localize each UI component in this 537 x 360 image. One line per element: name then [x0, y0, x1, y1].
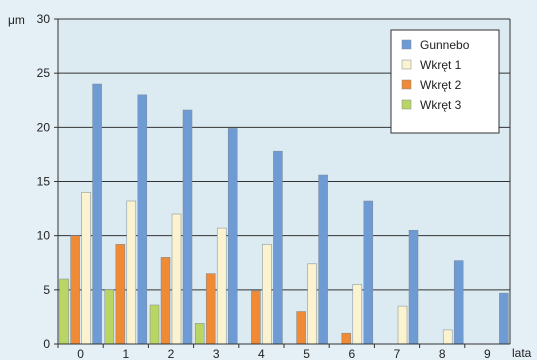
x-tick-labels: 0 1 2 3 4 5 6 7 8 9	[57, 344, 491, 360]
bar-wkręt-2-5	[296, 311, 306, 345]
bar-wkręt-2-6	[341, 332, 352, 345]
bar-wkręt-2-2	[160, 257, 171, 345]
legend-swatch	[401, 59, 412, 70]
bar-wkręt-1-1	[126, 200, 137, 345]
y-tick-label: 5	[43, 283, 50, 297]
legend-swatch	[401, 39, 412, 50]
x-unit-label: lata	[512, 346, 532, 360]
y-unit-label: μm	[8, 13, 25, 27]
bar-gunnebo-9	[499, 292, 509, 345]
bar-wkręt-1-0	[81, 192, 91, 345]
x-tick-label: 0	[77, 347, 84, 360]
bar-gunnebo-6	[363, 200, 374, 345]
x-tick-label: 2	[168, 347, 175, 360]
bar-gunnebo-0	[92, 83, 102, 345]
bar-wkręt-1-6	[352, 284, 363, 345]
legend-swatch	[401, 79, 412, 90]
x-tick-label: 8	[439, 347, 446, 360]
bar-gunnebo-3	[227, 128, 238, 345]
legend-label: Wkręt 3	[420, 98, 462, 112]
bar-wkręt-2-4	[251, 290, 261, 345]
y-tick-label: 10	[37, 229, 51, 243]
legend: Gunnebo Wkręt 1 Wkręt 2 Wkręt 3	[390, 29, 500, 134]
y-tick-label: 30	[37, 12, 51, 26]
legend-label: Wkręt 2	[420, 78, 462, 92]
y-tick-label: 15	[37, 175, 51, 189]
bar-gunnebo-1	[137, 94, 148, 345]
bar-wkręt-2-1	[115, 244, 126, 345]
bar-gunnebo-7	[408, 230, 419, 345]
bars	[59, 83, 509, 345]
x-tick-label: 5	[303, 347, 310, 360]
x-tick-label: 3	[213, 347, 220, 360]
legend-label: Gunnebo	[420, 38, 470, 52]
bar-wkręt-3-3	[194, 323, 205, 345]
bar-wkręt-1-8	[442, 329, 453, 345]
bar-wkręt-3-2	[149, 304, 160, 345]
bar-wkręt-1-5	[307, 263, 317, 345]
bar-wkręt-1-4	[262, 244, 272, 345]
x-tick-label: 1	[122, 347, 129, 360]
bar-gunnebo-4	[273, 150, 283, 345]
x-tick-label: 9	[484, 347, 491, 360]
bar-wkręt-1-3	[216, 227, 227, 345]
bar-wkręt-1-7	[397, 305, 408, 345]
y-tick-label: 25	[37, 66, 51, 80]
x-tick-label: 4	[258, 347, 265, 360]
legend-swatch	[401, 99, 412, 110]
x-tick-label: 6	[348, 347, 355, 360]
y-tick-labels: 0 5 10 15 20 25 30	[37, 12, 58, 351]
bar-wkręt-2-3	[205, 273, 216, 345]
legend-label: Wkręt 1	[420, 58, 462, 72]
y-tick-label: 0	[43, 337, 50, 351]
bar-wkręt-1-2	[171, 213, 182, 345]
bar-gunnebo-5	[318, 174, 328, 345]
bar-wkręt-2-0	[70, 235, 80, 345]
bar-gunnebo-2	[182, 109, 193, 345]
bar-wkręt-3-0	[59, 278, 69, 345]
bar-wkręt-3-1	[104, 289, 115, 345]
bar-gunnebo-8	[453, 260, 464, 345]
y-tick-label: 20	[37, 120, 51, 134]
x-tick-label: 7	[394, 347, 401, 360]
